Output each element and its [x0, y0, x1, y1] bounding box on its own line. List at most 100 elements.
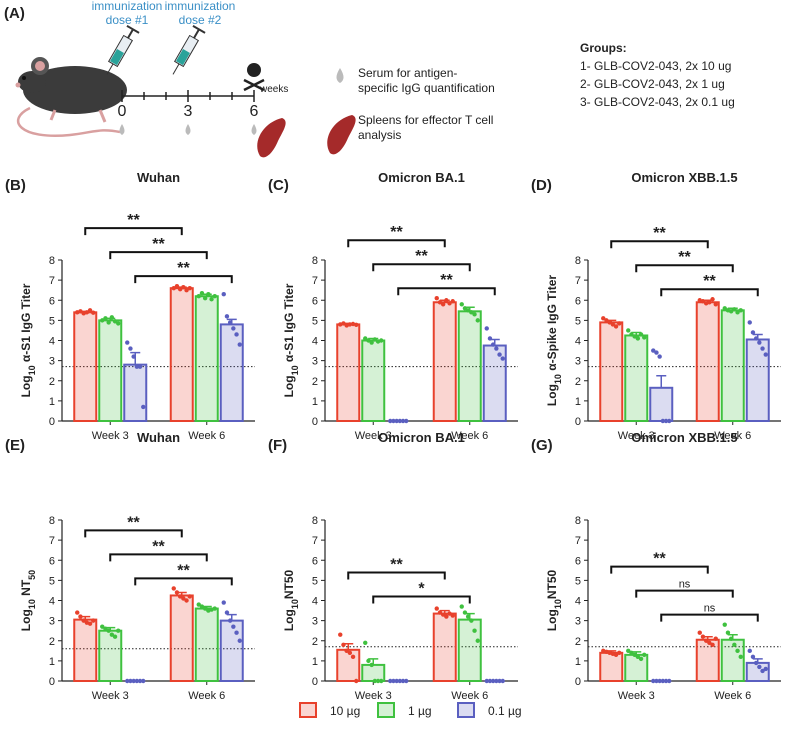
data-point	[112, 634, 118, 639]
data-point	[106, 628, 111, 633]
significance-bracket	[372, 263, 471, 272]
y-tick-label: 5	[575, 575, 581, 587]
data-point	[469, 310, 474, 315]
data-point	[763, 666, 768, 672]
data-point	[475, 318, 480, 323]
data-point	[722, 622, 727, 627]
data-point	[654, 350, 659, 355]
bar	[695, 638, 720, 683]
significance-label: **	[415, 248, 428, 265]
chart-title: Omicron XBB.1.5	[631, 170, 737, 185]
y-tick-label: 5	[575, 315, 581, 327]
data-point	[757, 340, 762, 345]
data-point	[116, 628, 121, 633]
data-point	[632, 334, 637, 339]
y-tick-label: 7	[49, 275, 55, 287]
data-point	[707, 300, 712, 305]
significance-label: ns	[679, 579, 691, 591]
legend-swatch	[457, 702, 475, 718]
data-point	[224, 610, 230, 615]
data-point	[450, 299, 455, 304]
significance-label: **	[653, 225, 666, 242]
timeline-tick: 3	[184, 103, 193, 120]
y-axis-label: Log10 α-Spike IgG Titer	[545, 275, 563, 407]
data-point	[757, 664, 762, 670]
data-point	[128, 346, 133, 351]
y-axis-label-part: Log	[545, 384, 559, 406]
data-point	[338, 632, 343, 637]
data-point	[722, 306, 727, 311]
data-point	[379, 338, 384, 343]
data-point	[174, 590, 180, 595]
x-tick-label: Week 3	[618, 430, 655, 442]
y-tick-label: 7	[312, 535, 318, 547]
data-point	[369, 662, 374, 668]
data-point	[128, 678, 133, 684]
data-point	[642, 652, 647, 658]
data-point	[375, 678, 381, 684]
y-tick-label: 6	[312, 555, 318, 567]
data-point	[459, 604, 464, 609]
data-point	[177, 594, 183, 599]
y-axis-label-part: 10	[27, 599, 37, 609]
data-point	[667, 678, 672, 684]
y-tick-label: 5	[49, 315, 55, 327]
data-point	[125, 678, 130, 684]
data-point	[116, 321, 121, 326]
data-point	[187, 594, 192, 599]
data-point	[626, 328, 631, 333]
y-axis-label-part: 10	[290, 599, 300, 609]
data-point	[660, 678, 666, 684]
bar	[599, 321, 624, 423]
x-tick-label: Week 6	[188, 690, 225, 702]
y-axis-label-part: 50	[27, 570, 37, 580]
bar	[73, 311, 98, 423]
dose-label: dose #2	[179, 13, 222, 27]
data-point	[75, 610, 80, 615]
data-point	[660, 418, 666, 424]
spleen-icon	[257, 115, 356, 158]
data-point	[500, 356, 505, 361]
y-axis-label-part: 10	[27, 365, 37, 375]
y-tick-label: 6	[49, 295, 55, 307]
significance-bracket	[347, 571, 446, 580]
data-point	[221, 292, 226, 297]
data-point	[388, 678, 393, 684]
data-point	[629, 650, 634, 656]
bar	[219, 323, 244, 422]
data-point	[700, 634, 706, 639]
data-point	[497, 352, 502, 357]
data-point	[651, 348, 656, 353]
y-tick-label: 7	[575, 275, 581, 287]
data-point	[497, 678, 502, 684]
dose-label: immunization	[92, 0, 163, 13]
data-point	[462, 306, 468, 311]
bar	[745, 338, 770, 422]
data-point	[601, 316, 606, 321]
bar	[695, 301, 720, 423]
data-point	[366, 658, 371, 664]
error-bar	[130, 351, 141, 365]
data-point	[84, 310, 90, 315]
data-point	[638, 656, 644, 662]
data-point	[735, 310, 740, 315]
significance-bracket	[109, 553, 208, 562]
x-tick-label: Week 6	[188, 430, 225, 442]
y-axis-label-part: Log	[282, 375, 296, 397]
x-tick-label: Week 3	[618, 690, 655, 702]
data-point	[227, 618, 233, 623]
y-axis-label-part: NT50	[545, 569, 559, 599]
y-tick-label: 0	[575, 416, 581, 428]
data-point	[134, 364, 140, 369]
data-point	[112, 319, 118, 324]
y-tick-label: 1	[312, 656, 318, 668]
data-point	[237, 342, 242, 347]
data-point	[87, 308, 93, 313]
panel-label: (D)	[531, 177, 552, 194]
data-point	[344, 648, 349, 654]
data-point	[635, 654, 641, 660]
data-point	[363, 640, 368, 645]
x-tick-label: Week 6	[714, 690, 751, 702]
data-point	[697, 630, 702, 635]
